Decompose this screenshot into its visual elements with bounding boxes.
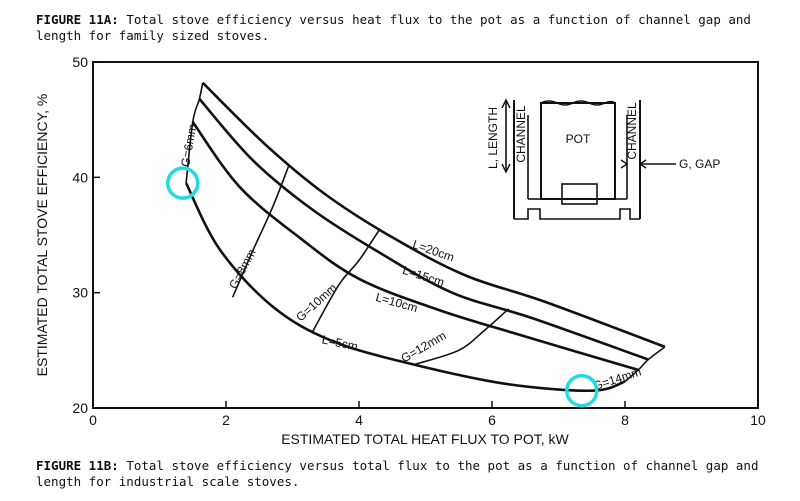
caption-bottom-label: FIGURE 11B:	[36, 458, 119, 473]
inset-base	[514, 208, 640, 220]
inset-gap-arrow-inner	[620, 159, 629, 169]
plot-border	[92, 61, 759, 409]
y-axis-label: ESTIMATED TOTAL STOVE EFFICIENCY, %	[34, 94, 50, 377]
x-tick-label: 2	[222, 412, 230, 428]
curves	[184, 81, 666, 393]
length-curve-l-5cm	[184, 182, 626, 393]
length-curve-l-20cm	[201, 81, 666, 349]
x-tick-label: 10	[750, 412, 766, 428]
inset-pot-contents	[540, 100, 616, 106]
y-tick-label: 40	[72, 169, 88, 185]
x-axis-label: ESTIMATED TOTAL HEAT FLUX TO POT, kW	[281, 431, 569, 447]
y-tick-label: 50	[72, 54, 88, 70]
inset-gap-arrow	[638, 159, 647, 169]
gap-label-g-10mm: G=10mm	[293, 281, 339, 325]
plot-frame	[92, 61, 759, 409]
gap-curve-g-14mm	[624, 346, 666, 383]
x-tick-label: 0	[89, 412, 97, 428]
x-tick-label: 6	[488, 412, 496, 428]
gap-curve-g-12mm	[415, 308, 510, 365]
inset-gap-label: G, GAP	[679, 157, 720, 171]
highlight-circle	[565, 373, 599, 408]
gap-label-g-6mm: G=6mm	[178, 123, 199, 168]
gap-label-g-8mm: G=8mm	[226, 247, 259, 292]
gap-label-g-12mm: G=12mm	[398, 328, 448, 365]
length-curve-l-15cm	[198, 98, 649, 361]
axis-ticks: 0 2 4 6 8 10 20 30 40 50	[72, 54, 766, 428]
caption-top-text: Total stove efficiency versus heat flux …	[36, 12, 759, 43]
gap-curve-g-10mm	[311, 229, 380, 333]
length-label-l-15cm: L=15cm	[401, 263, 446, 290]
y-tick-label: 30	[72, 285, 88, 301]
inset-length-arrow-top	[501, 98, 511, 109]
caption-top-label: FIGURE 11A:	[36, 12, 119, 27]
gap-curve-g-6mm	[185, 82, 204, 184]
inset-channel-left-label: CHANNEL	[514, 105, 528, 163]
length-curve-l-10cm	[191, 121, 639, 372]
inset-length-label: L, LENGTH	[486, 107, 500, 169]
inset-channel-right-label: CHANNEL	[625, 102, 639, 160]
gap-label-g-14mm: G=14mm	[591, 364, 643, 393]
y-tick-label: 20	[72, 400, 88, 416]
stove-inset-diagram: POT L, LENGTH CHANNEL CHANNEL G, GAP	[486, 98, 720, 220]
inset-firebox	[561, 183, 598, 205]
x-tick-label: 8	[621, 412, 629, 428]
inset-pot-label: POT	[566, 132, 591, 146]
length-label-l-5cm: L=5cm	[321, 332, 359, 353]
caption-bottom-text: Total stove efficiency versus total flux…	[36, 458, 767, 489]
highlight-markers	[166, 166, 599, 408]
x-tick-label: 4	[355, 412, 363, 428]
inset-pot	[540, 102, 616, 200]
gap-curve-g-8mm	[231, 164, 290, 298]
highlight-circle	[166, 166, 200, 200]
figure-caption-bottom: FIGURE 11B: Total stove efficiency versu…	[36, 458, 786, 490]
figure-caption-top: FIGURE 11A: Total stove efficiency versu…	[36, 12, 786, 44]
inset-length-arrow-bottom	[501, 163, 511, 174]
